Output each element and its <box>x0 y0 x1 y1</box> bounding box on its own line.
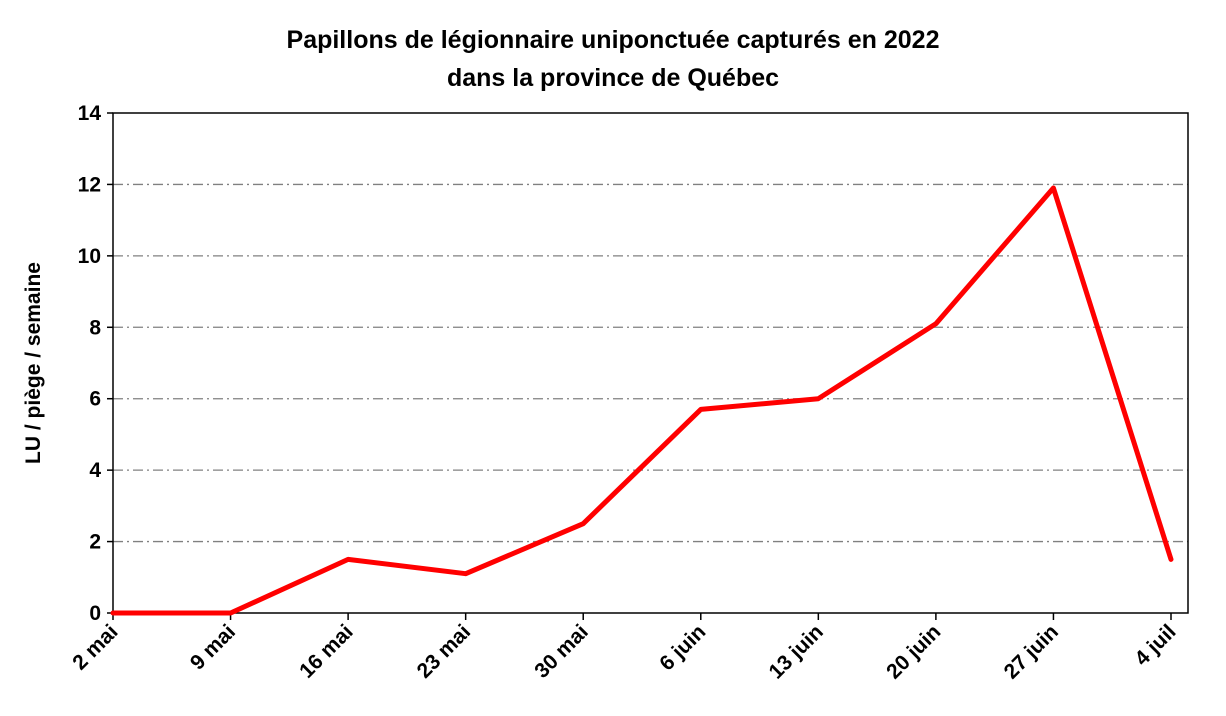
gridlines <box>113 183 1188 543</box>
x-tick-label: 30 mai <box>530 620 593 683</box>
x-tick-label: 23 mai <box>413 620 476 683</box>
series-line <box>110 185 1174 616</box>
y-tick-label: 12 <box>78 173 101 196</box>
y-tick-label: 8 <box>89 316 101 339</box>
plot-area-border <box>112 112 1189 614</box>
x-tick-label: 2 mai <box>68 620 122 674</box>
x-tick-label: 9 mai <box>186 620 240 674</box>
chart-title-line-2: dans la province de Québec <box>447 64 779 92</box>
x-tick-label: 4 juil <box>1130 620 1180 670</box>
chart-title-line-1: Papillons de légionnaire uniponctuée cap… <box>287 26 940 54</box>
y-tick-label: 10 <box>78 245 101 268</box>
y-tick-label: 0 <box>89 602 101 625</box>
y-tick-label: 6 <box>89 388 101 411</box>
y-axis-title: LU / piège / semaine <box>22 262 45 464</box>
y-tick-label: 14 <box>78 102 102 125</box>
series-group <box>110 185 1174 616</box>
y-axis: 0 2 4 6 8 10 12 14 <box>78 102 113 625</box>
y-tick-label: 4 <box>89 459 101 482</box>
x-tick-label: 20 juin <box>882 620 945 683</box>
x-tick-label: 6 juin <box>655 620 710 675</box>
x-axis: 2 mai 9 mai 16 mai 23 mai 30 mai 6 juin 13 jui… <box>68 613 1181 684</box>
y-tick-label: 2 <box>89 531 101 554</box>
x-tick-label: 16 mai <box>295 620 358 683</box>
x-tick-label: 27 juin <box>1000 620 1063 683</box>
x-tick-label: 13 juin <box>765 620 828 683</box>
